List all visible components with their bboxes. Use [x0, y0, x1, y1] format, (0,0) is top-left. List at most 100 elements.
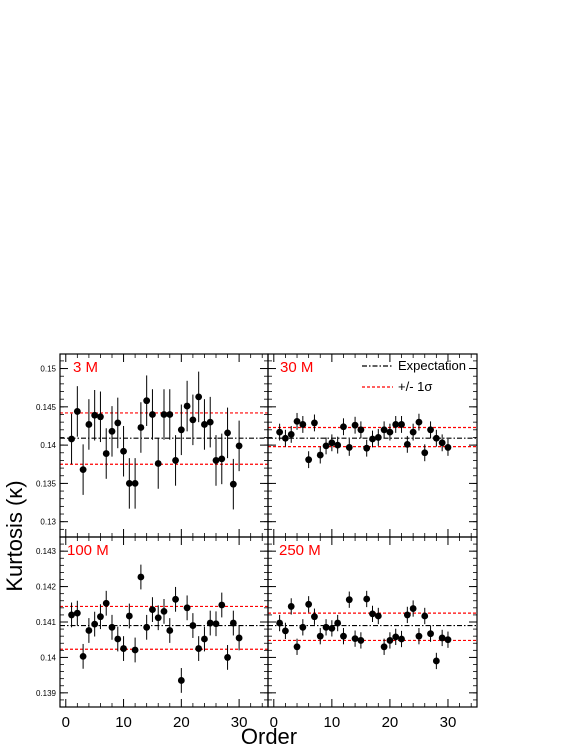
data-point: [91, 411, 99, 419]
data-point: [444, 636, 452, 644]
data-point: [206, 418, 214, 426]
data-point: [79, 466, 87, 474]
data-point: [345, 596, 353, 604]
data-point: [293, 643, 301, 651]
y-tick-label: 0.15: [40, 365, 56, 374]
x-tick-label: 10: [115, 714, 132, 731]
data-point: [415, 418, 423, 426]
data-point: [172, 595, 179, 603]
data-point: [432, 434, 440, 442]
frame-layer: [59, 353, 478, 708]
data-point: [351, 635, 359, 643]
y-tick-label: 0.141: [36, 618, 57, 627]
legend-expectation-label: Expectation: [398, 358, 466, 373]
data-point: [403, 440, 411, 448]
data-point: [189, 622, 197, 629]
y-tick-label: 0.135: [36, 479, 57, 488]
data-point: [340, 423, 347, 431]
data-point: [282, 627, 289, 635]
data-point: [438, 634, 446, 642]
data-point: [160, 607, 168, 615]
data-point: [316, 632, 324, 640]
data-point: [398, 635, 405, 643]
data-point: [183, 402, 191, 410]
data-point: [398, 421, 405, 428]
data-point: [357, 426, 365, 434]
data-point: [369, 610, 376, 618]
data-point: [143, 623, 151, 631]
data-point: [102, 450, 110, 457]
panel-frame: [267, 536, 478, 708]
data-point: [131, 646, 139, 654]
data-point: [293, 417, 301, 425]
data-point: [276, 619, 284, 627]
data-point: [97, 613, 104, 621]
data-point: [299, 421, 307, 428]
data-point: [363, 595, 371, 603]
data-point: [79, 652, 87, 660]
data-point: [68, 435, 75, 443]
data-point: [212, 457, 220, 464]
data-point: [108, 427, 116, 435]
data-point: [224, 429, 231, 437]
panel-100m: 0.139 0.14 0.141 0.142 0.143 0 10 20 30 100 M: [36, 536, 268, 731]
data-point: [409, 428, 417, 436]
y-tick-label: 0.14: [40, 441, 56, 450]
legend: Expectation +/- 1σ: [362, 358, 466, 394]
panel-label: 250 M: [279, 542, 321, 559]
data-point: [73, 408, 81, 415]
data-point: [149, 411, 156, 418]
data-point: [160, 411, 168, 418]
data-point: [195, 645, 203, 652]
data-point: [68, 611, 75, 619]
panel-3m: 0.13 0.135 0.14 0.145 0.15 3 M: [36, 354, 268, 538]
data-point: [201, 635, 208, 643]
data-point: [322, 442, 330, 450]
data-point: [334, 619, 342, 627]
data-point: [421, 449, 429, 457]
data-point: [380, 643, 388, 651]
data-point: [114, 635, 122, 643]
data-point: [305, 456, 313, 464]
data-point: [85, 627, 93, 634]
data-point: [357, 637, 365, 644]
data-point: [369, 435, 376, 443]
panel-label: 3 M: [73, 359, 98, 376]
data-point: [345, 444, 353, 451]
data-point: [154, 460, 162, 467]
data-point: [276, 428, 284, 436]
data-point: [316, 451, 324, 459]
data-point: [212, 620, 220, 628]
data-point: [415, 632, 423, 640]
legend-sigma-label: +/- 1σ: [398, 379, 432, 394]
panel-label: 100 M: [67, 542, 109, 559]
data-point: [444, 444, 452, 451]
data-point: [311, 419, 318, 427]
data-point: [380, 426, 388, 434]
data-point: [102, 599, 110, 607]
data-point: [438, 439, 446, 447]
y-tick-label: 0.13: [40, 518, 56, 527]
data-point: [143, 397, 151, 405]
data-point: [386, 637, 394, 644]
data-point: [166, 411, 174, 418]
data-point: [201, 421, 208, 428]
data-point: [172, 457, 179, 464]
data-point: [149, 606, 156, 614]
data-point: [97, 413, 104, 421]
data-point: [287, 430, 295, 438]
panel-label: 30 M: [280, 359, 313, 376]
data-point: [177, 426, 185, 434]
data-point: [363, 444, 371, 452]
data-point: [206, 619, 214, 627]
y-tick-label: 0.145: [36, 403, 57, 412]
x-tick-label: 30: [231, 714, 248, 731]
x-tick-label: 0: [62, 714, 70, 731]
panel-250m: 0 10 20 30 250 M: [268, 536, 477, 731]
data-point: [218, 455, 226, 463]
data-point: [432, 657, 440, 665]
x-tick-label: 20: [382, 714, 399, 731]
data-point: [73, 609, 81, 617]
